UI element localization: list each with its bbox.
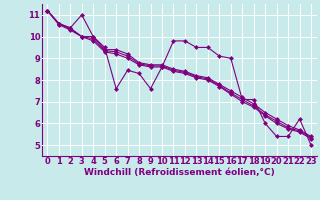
X-axis label: Windchill (Refroidissement éolien,°C): Windchill (Refroidissement éolien,°C) bbox=[84, 168, 275, 177]
